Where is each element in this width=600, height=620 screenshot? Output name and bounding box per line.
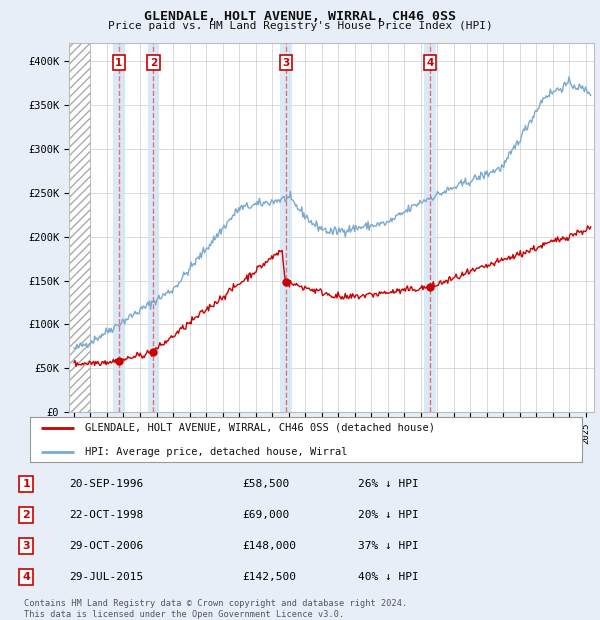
Text: 3: 3 xyxy=(23,541,30,551)
Text: 37% ↓ HPI: 37% ↓ HPI xyxy=(358,541,418,551)
Text: Price paid vs. HM Land Registry's House Price Index (HPI): Price paid vs. HM Land Registry's House … xyxy=(107,21,493,31)
Text: Contains HM Land Registry data © Crown copyright and database right 2024.
This d: Contains HM Land Registry data © Crown c… xyxy=(24,600,407,619)
Text: HPI: Average price, detached house, Wirral: HPI: Average price, detached house, Wirr… xyxy=(85,447,348,457)
Bar xyxy=(424,43,436,412)
Text: 3: 3 xyxy=(282,58,289,68)
Text: 29-JUL-2015: 29-JUL-2015 xyxy=(70,572,144,582)
Text: 40% ↓ HPI: 40% ↓ HPI xyxy=(358,572,418,582)
Text: 2: 2 xyxy=(150,58,157,68)
Text: 1: 1 xyxy=(115,58,122,68)
Text: GLENDALE, HOLT AVENUE, WIRRAL, CH46 0SS (detached house): GLENDALE, HOLT AVENUE, WIRRAL, CH46 0SS … xyxy=(85,423,435,433)
Text: £69,000: £69,000 xyxy=(242,510,290,520)
Text: 26% ↓ HPI: 26% ↓ HPI xyxy=(358,479,418,489)
Text: £58,500: £58,500 xyxy=(242,479,290,489)
Text: GLENDALE, HOLT AVENUE, WIRRAL, CH46 0SS: GLENDALE, HOLT AVENUE, WIRRAL, CH46 0SS xyxy=(144,10,456,23)
Text: 4: 4 xyxy=(427,58,434,68)
Bar xyxy=(280,43,292,412)
Text: 20% ↓ HPI: 20% ↓ HPI xyxy=(358,510,418,520)
Text: 20-SEP-1996: 20-SEP-1996 xyxy=(70,479,144,489)
Bar xyxy=(113,43,125,412)
Bar xyxy=(69,43,89,412)
Text: 2: 2 xyxy=(23,510,30,520)
Text: £142,500: £142,500 xyxy=(242,572,296,582)
Bar xyxy=(148,43,159,412)
Text: 4: 4 xyxy=(22,572,31,582)
Text: 1: 1 xyxy=(23,479,30,489)
Text: 22-OCT-1998: 22-OCT-1998 xyxy=(70,510,144,520)
Text: 29-OCT-2006: 29-OCT-2006 xyxy=(70,541,144,551)
Text: £148,000: £148,000 xyxy=(242,541,296,551)
